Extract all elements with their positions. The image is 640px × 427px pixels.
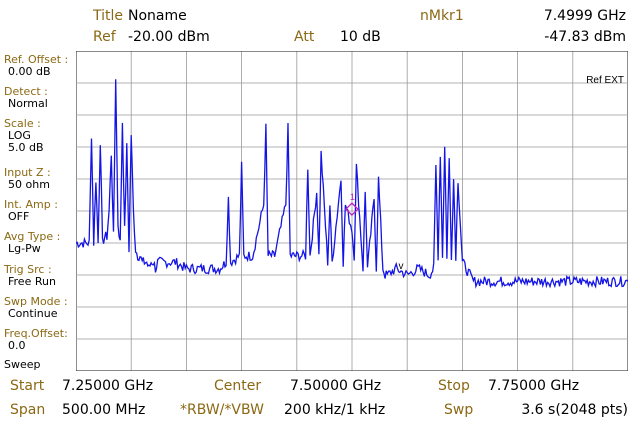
sidebar-int-amp: Int. Amp : OFF (4, 198, 58, 223)
stop-value: 7.75000 GHz (488, 378, 580, 394)
sidebar-avg-type: Avg Type : Lg-Pw (4, 230, 61, 255)
center-label: Center (214, 378, 262, 394)
marker-label: nMkr1 (420, 8, 464, 24)
rbw-vbw-label: *RBW/*VBW (180, 402, 264, 418)
start-label: Start (10, 378, 45, 394)
title-value: Noname (128, 8, 187, 24)
marker-1: 1 (344, 192, 359, 217)
ref-label: Ref (93, 29, 116, 45)
sidebar-swp-mode: Swp Mode : Continue (4, 295, 68, 320)
sweep-label: Swp (444, 402, 474, 418)
plot-grid (76, 51, 628, 371)
sidebar-scale: Scale : LOG 5.0 dB (4, 117, 44, 154)
marker-frequency: 7.4999 GHz (543, 8, 626, 24)
sidebar-ref-offset: Ref. Offset :0.00 dB (4, 53, 69, 78)
sidebar-input-z: Input Z :50 ohm (4, 166, 51, 191)
marker-level: -47.83 dBm (544, 29, 626, 45)
center-value: 7.50000 GHz (290, 378, 382, 394)
marker-diamond (344, 202, 359, 217)
rbw-vbw-value: 200 kHz/1 kHz (284, 402, 386, 418)
sidebar-freq-offset: Freq.Offset: 0.0 (4, 327, 68, 352)
sweep-value: 3.6 s(2048 pts) (521, 402, 628, 418)
stop-label: Stop (438, 378, 470, 394)
att-label: Att (294, 29, 315, 45)
ref-ext-label: Ref EXT (586, 75, 624, 86)
title-label: Title (93, 8, 124, 24)
sidebar-sweep: Sweep (4, 358, 41, 371)
ref-value: -20.00 dBm (128, 29, 210, 45)
span-label: Span (10, 402, 46, 418)
start-value: 7.25000 GHz (62, 378, 154, 394)
span-value: 500.00 MHz (62, 402, 146, 418)
sidebar-trig-src: Trig Src : Free Run (4, 263, 56, 288)
spectrum-plot: 1 Ref EXT v (76, 51, 628, 371)
spectrum-trace (76, 79, 628, 289)
sidebar-detect: Detect : Normal (4, 85, 48, 110)
marker-number: 1 (350, 192, 355, 202)
att-value: 10 dB (340, 29, 381, 45)
vbw-marker: v (399, 261, 404, 272)
